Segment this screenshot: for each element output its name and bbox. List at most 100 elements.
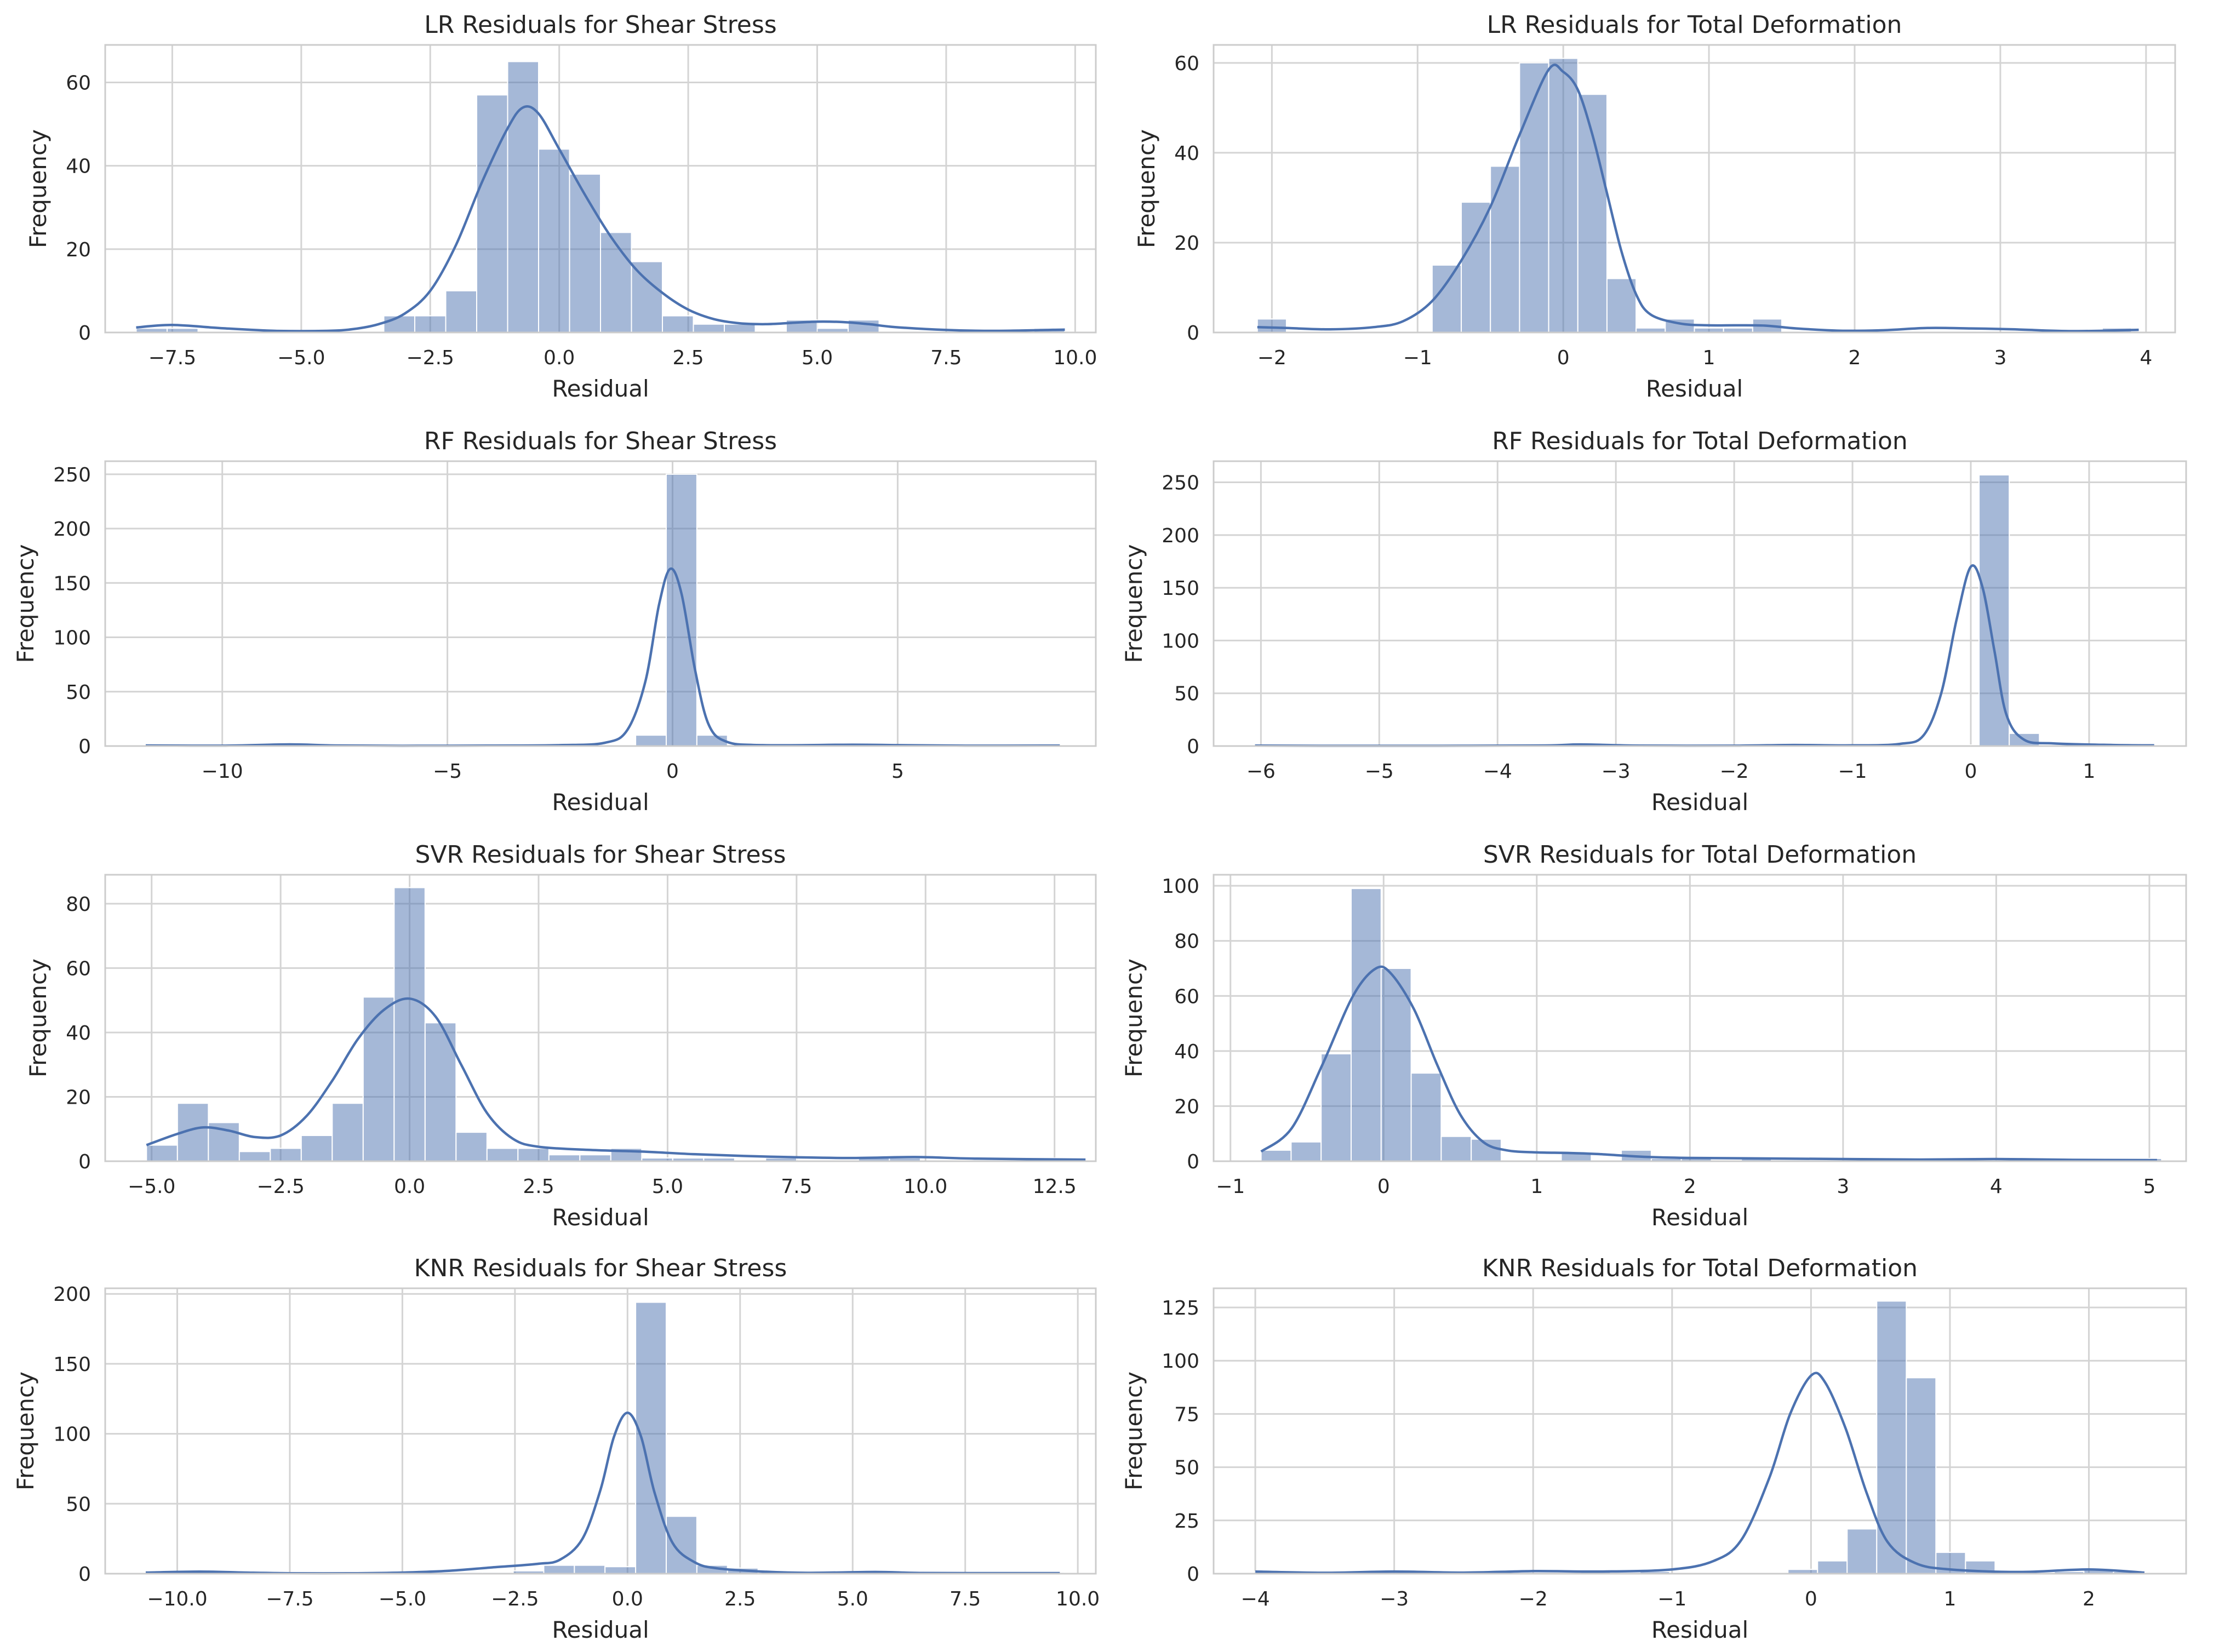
x-tick-label: 1 [2083, 760, 2095, 783]
histogram-bar [238, 1151, 271, 1162]
x-tick-label: 2 [2083, 1588, 2095, 1610]
x-tick-label: 7.5 [950, 1588, 981, 1610]
y-tick-label: 20 [1174, 232, 1199, 255]
histogram-bar [486, 1148, 519, 1162]
subplot-5: −5.0 −2.5 0.0 2.5 5.0 7.5 10.0 12.5 0 20 40 60 80 SVR… [25, 841, 1097, 1231]
y-tick-label: 25 [1174, 1510, 1199, 1533]
y-tick-label: 60 [1174, 985, 1199, 1008]
histogram-bar [270, 1148, 302, 1162]
y-axis-label: Frequency [12, 1372, 39, 1490]
histogram-bar [476, 94, 508, 333]
histogram-bar [665, 473, 697, 747]
axes-frame [1213, 460, 2187, 747]
histogram-bar [569, 173, 601, 333]
histogram-bar [662, 315, 694, 334]
histogram-bar [1490, 165, 1520, 333]
kde-curve [136, 105, 1065, 332]
y-tick-label: 150 [53, 1353, 91, 1376]
x-axis-label: Residual [1646, 375, 1743, 402]
y-tick-label: 0 [1187, 1563, 1199, 1586]
x-tick-label: −5 [433, 760, 462, 783]
axes-frame [104, 460, 1097, 747]
histogram-bar [1906, 1377, 1937, 1575]
y-tick-label: 50 [66, 681, 91, 704]
x-tick-label: −2.5 [491, 1588, 539, 1610]
histogram-bar [1471, 1138, 1502, 1162]
histogram-bar [1846, 1528, 1878, 1575]
kde-curve [145, 1412, 1060, 1575]
histogram-bar [1440, 1135, 1472, 1162]
histogram-bar [1577, 94, 1608, 333]
y-tick-label: 250 [1162, 472, 1199, 495]
y-tick-label: 0 [1187, 736, 1199, 758]
x-tick-label: −5.0 [277, 347, 325, 369]
x-tick-label: 0 [1557, 347, 1570, 369]
x-axis-label: Residual [552, 1616, 649, 1643]
histogram-bar [1461, 202, 1491, 333]
axes-frame [1213, 44, 2176, 334]
x-tick-label: −7.5 [266, 1588, 313, 1610]
subplot-1: −7.5 −5.0 −2.5 0.0 2.5 5.0 7.5 10.0 0 20 40 60 LR Re… [25, 11, 1097, 402]
axes-frame [1213, 1287, 2187, 1575]
histogram-bar [362, 996, 395, 1162]
x-tick-label: 2.5 [672, 347, 704, 369]
x-tick-label: 3 [1837, 1175, 1849, 1198]
subplot-title: LR Residuals for Total Deformation [1487, 11, 1902, 39]
y-axis-label: Frequency [1120, 1372, 1147, 1490]
y-tick-label: 0 [78, 1151, 91, 1173]
y-axis-label: Frequency [25, 129, 52, 248]
histogram-bar [146, 1144, 178, 1162]
histogram-bar [631, 261, 663, 333]
x-tick-label: −2.5 [407, 347, 454, 369]
y-tick-label: 40 [66, 156, 91, 178]
y-tick-label: 100 [1162, 630, 1199, 652]
subplot-title: RF Residuals for Shear Stress [424, 427, 777, 455]
y-tick-label: 200 [53, 518, 91, 541]
y-tick-label: 0 [78, 736, 91, 758]
x-tick-label: 5 [891, 760, 904, 783]
subplot-title: LR Residuals for Shear Stress [424, 11, 776, 39]
x-tick-label: 2 [1849, 347, 1861, 369]
y-tick-label: 50 [66, 1493, 91, 1516]
x-tick-label: 0 [1377, 1175, 1390, 1198]
axes-frame [104, 874, 1097, 1162]
histogram-bar [543, 1564, 575, 1575]
y-tick-label: 150 [53, 572, 91, 595]
histogram-bar [1410, 1072, 1442, 1162]
histogram-bar [635, 735, 667, 747]
x-tick-label: 0 [1965, 760, 1977, 783]
y-axis-label: Frequency [25, 959, 52, 1077]
histogram-bar [538, 148, 570, 333]
x-tick-label: 4 [1990, 1175, 2003, 1198]
histogram-bar [1256, 318, 1287, 333]
y-axis-label: Frequency [1133, 129, 1160, 248]
axes-frame [104, 1287, 1097, 1575]
y-tick-label: 100 [1162, 1350, 1199, 1373]
x-tick-label: −1 [1657, 1588, 1686, 1610]
x-tick-label: 7.5 [930, 347, 962, 369]
x-tick-label: 4 [2140, 347, 2152, 369]
x-tick-label: −2 [1519, 1588, 1548, 1610]
x-tick-label: −1 [1403, 347, 1432, 369]
y-tick-label: 100 [53, 1424, 91, 1446]
x-tick-label: 2 [1684, 1175, 1696, 1198]
histogram-bar [1320, 1053, 1352, 1162]
kde-curve [1260, 965, 2157, 1162]
histogram-bar [1978, 474, 2010, 747]
histogram-bar [1519, 62, 1549, 333]
histogram-bar [445, 290, 477, 333]
x-tick-label: 0.0 [544, 347, 575, 369]
y-tick-label: 0 [1187, 322, 1199, 345]
histogram-bar [455, 1132, 488, 1162]
x-tick-label: −5 [1365, 760, 1394, 783]
histogram-bar [331, 1103, 364, 1162]
subplot-8: −4 −3 −2 −1 0 1 2 0 25 50 75 100 125 KNR Residuals fo… [1120, 1254, 2187, 1643]
histogram-bar [414, 315, 447, 334]
histogram-bar [1380, 967, 1412, 1162]
x-tick-label: −1 [1838, 760, 1867, 783]
y-axis-label: Frequency [1120, 544, 1147, 663]
y-tick-label: 80 [66, 893, 91, 916]
histogram-bar [574, 1564, 606, 1575]
y-tick-label: 75 [1174, 1403, 1199, 1426]
